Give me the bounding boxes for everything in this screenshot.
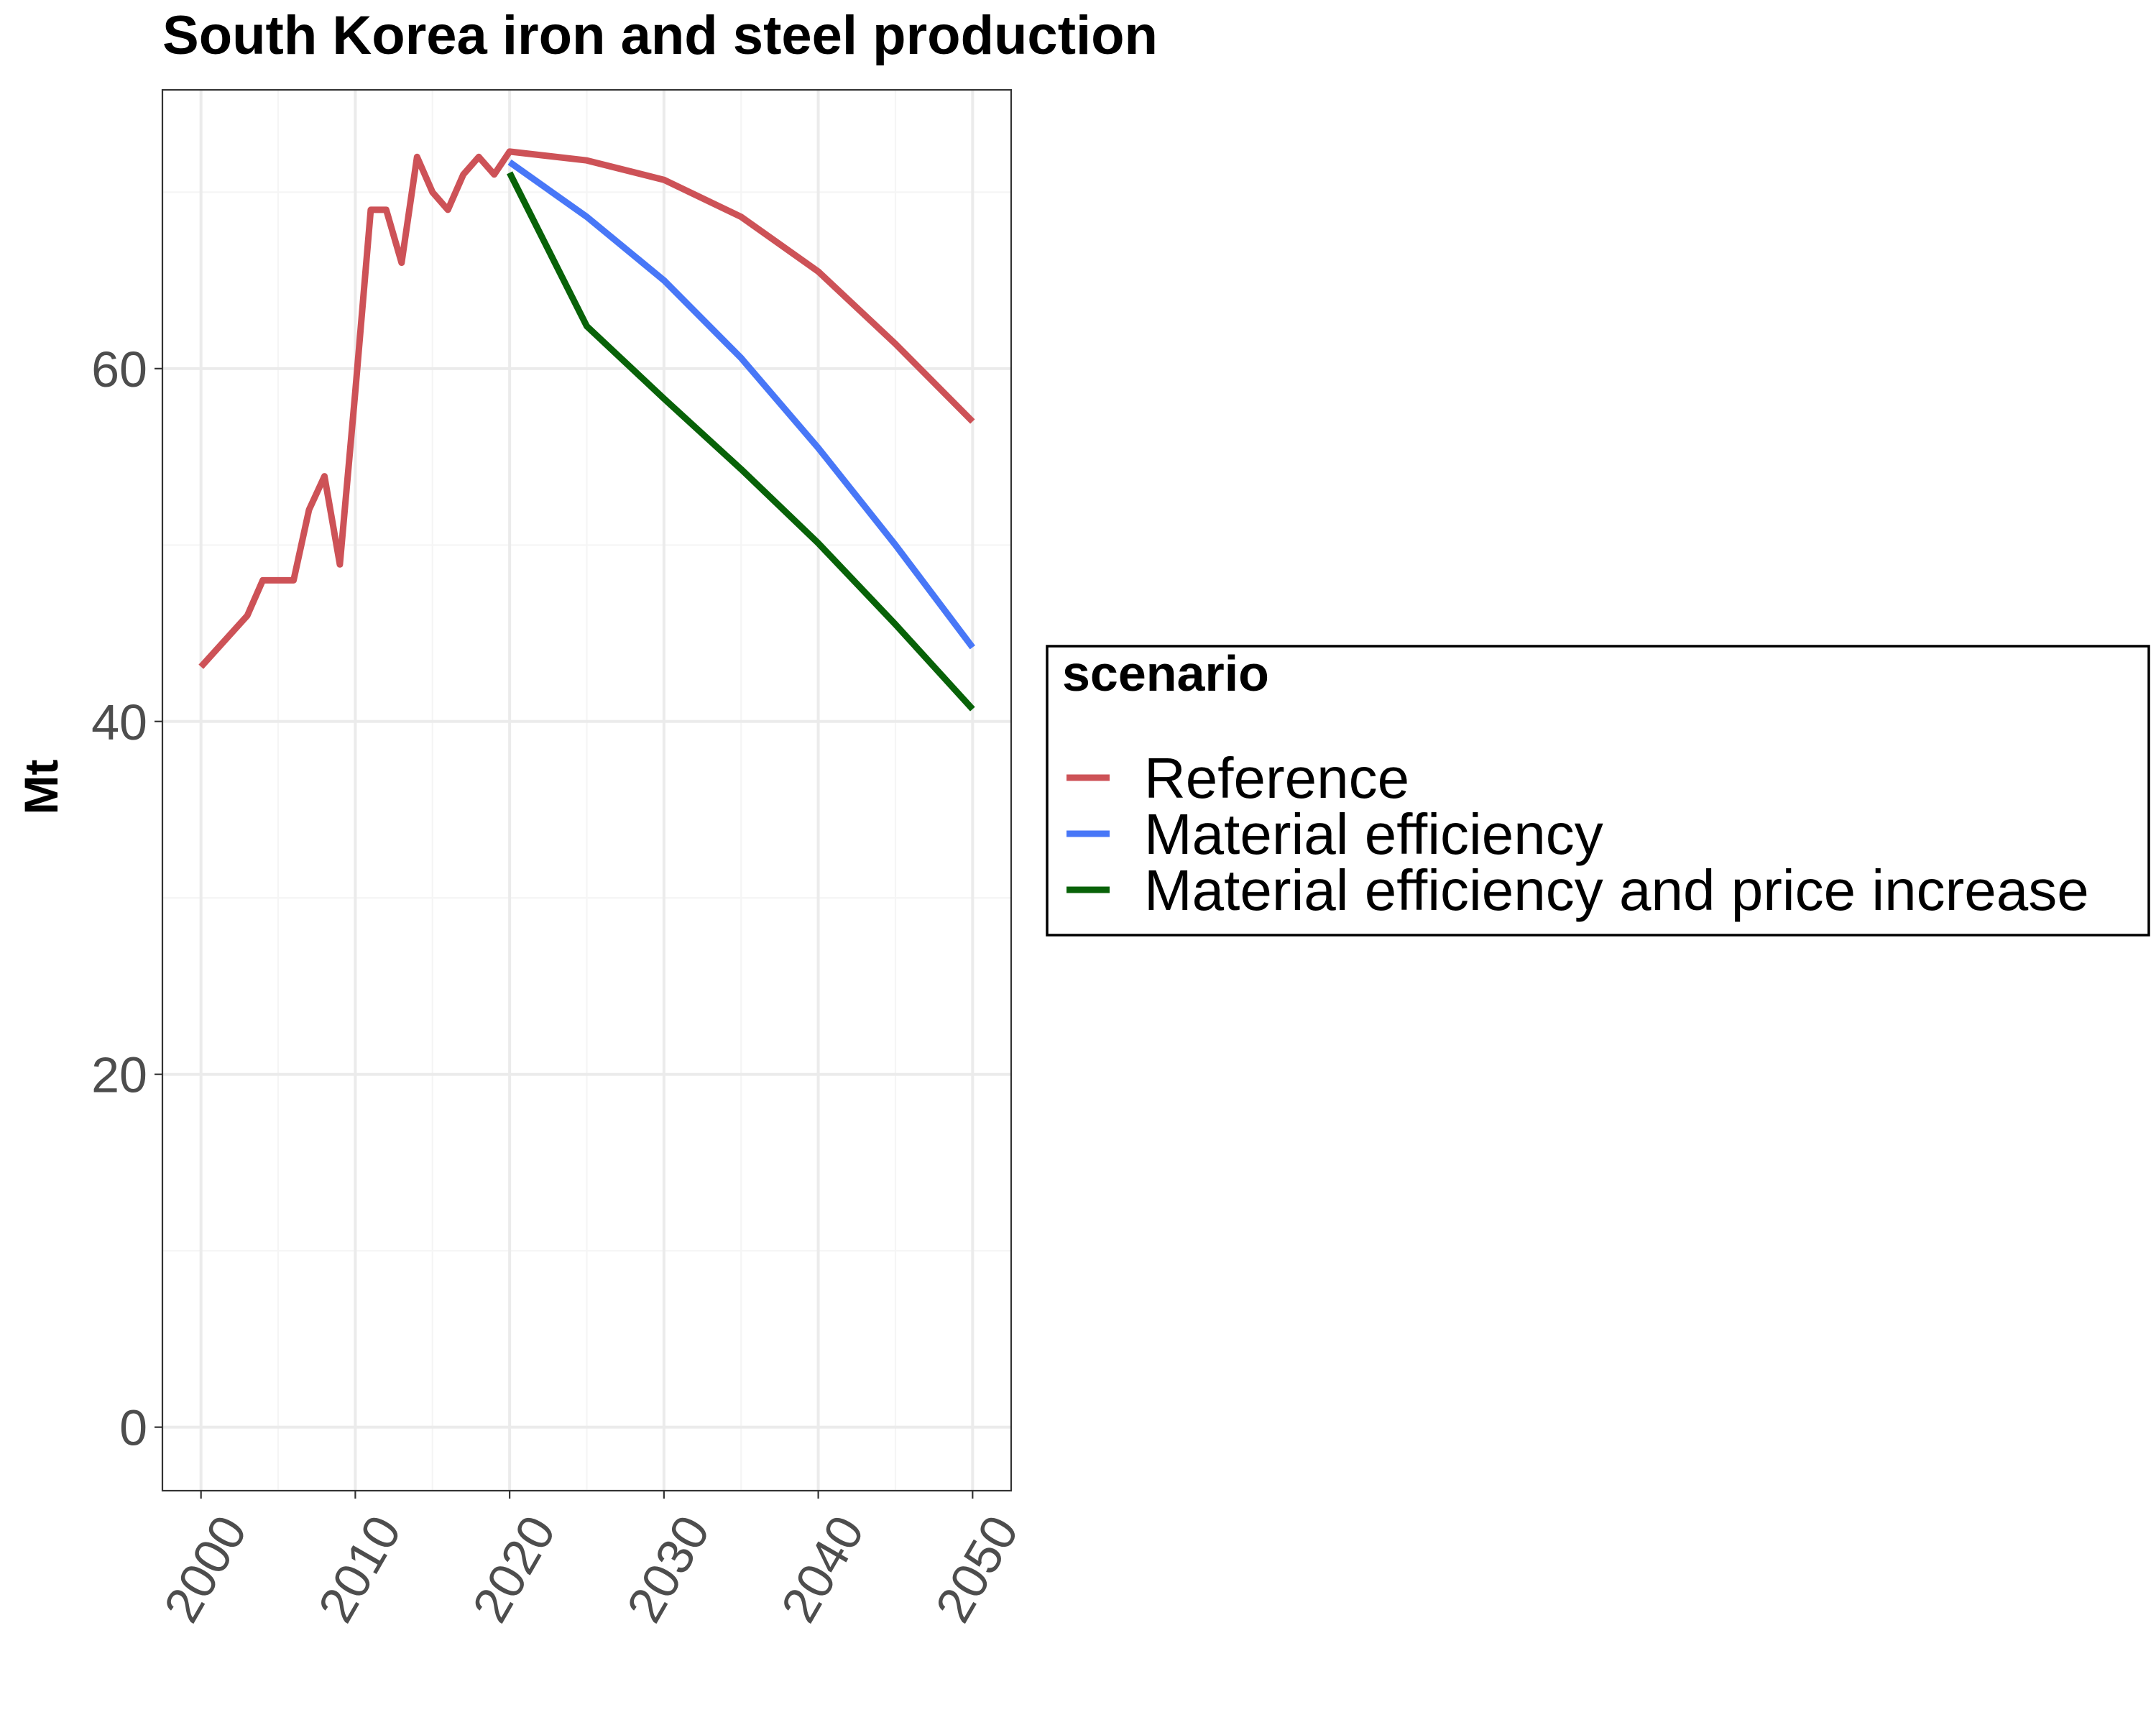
y-tick-label: 0: [119, 1400, 147, 1456]
legend-title: scenario: [1062, 645, 1269, 702]
chart-title: South Korea iron and steel production: [162, 5, 1158, 66]
series-line-1: [198, 148, 975, 669]
y-tick-label: 60: [91, 341, 147, 397]
legend-label: Material efficiency and price increase: [1144, 858, 2089, 922]
series-line-2: [507, 159, 975, 650]
legend-box: [1046, 645, 2150, 937]
y-axis-title: Mt: [14, 760, 68, 815]
y-axis: 0 20 40 60: [91, 341, 162, 1456]
y-tick-label: 20: [91, 1047, 147, 1103]
y-tick-label: 40: [91, 694, 147, 750]
major-gridlines: [162, 90, 1011, 1491]
series-lines: [198, 148, 975, 712]
plot-panel: [161, 88, 1013, 1492]
legend-label: Reference: [1144, 746, 1409, 810]
panel-border: [161, 88, 1013, 1492]
series-line-3: [507, 171, 975, 712]
legend-label: Material efficiency: [1144, 802, 1603, 866]
